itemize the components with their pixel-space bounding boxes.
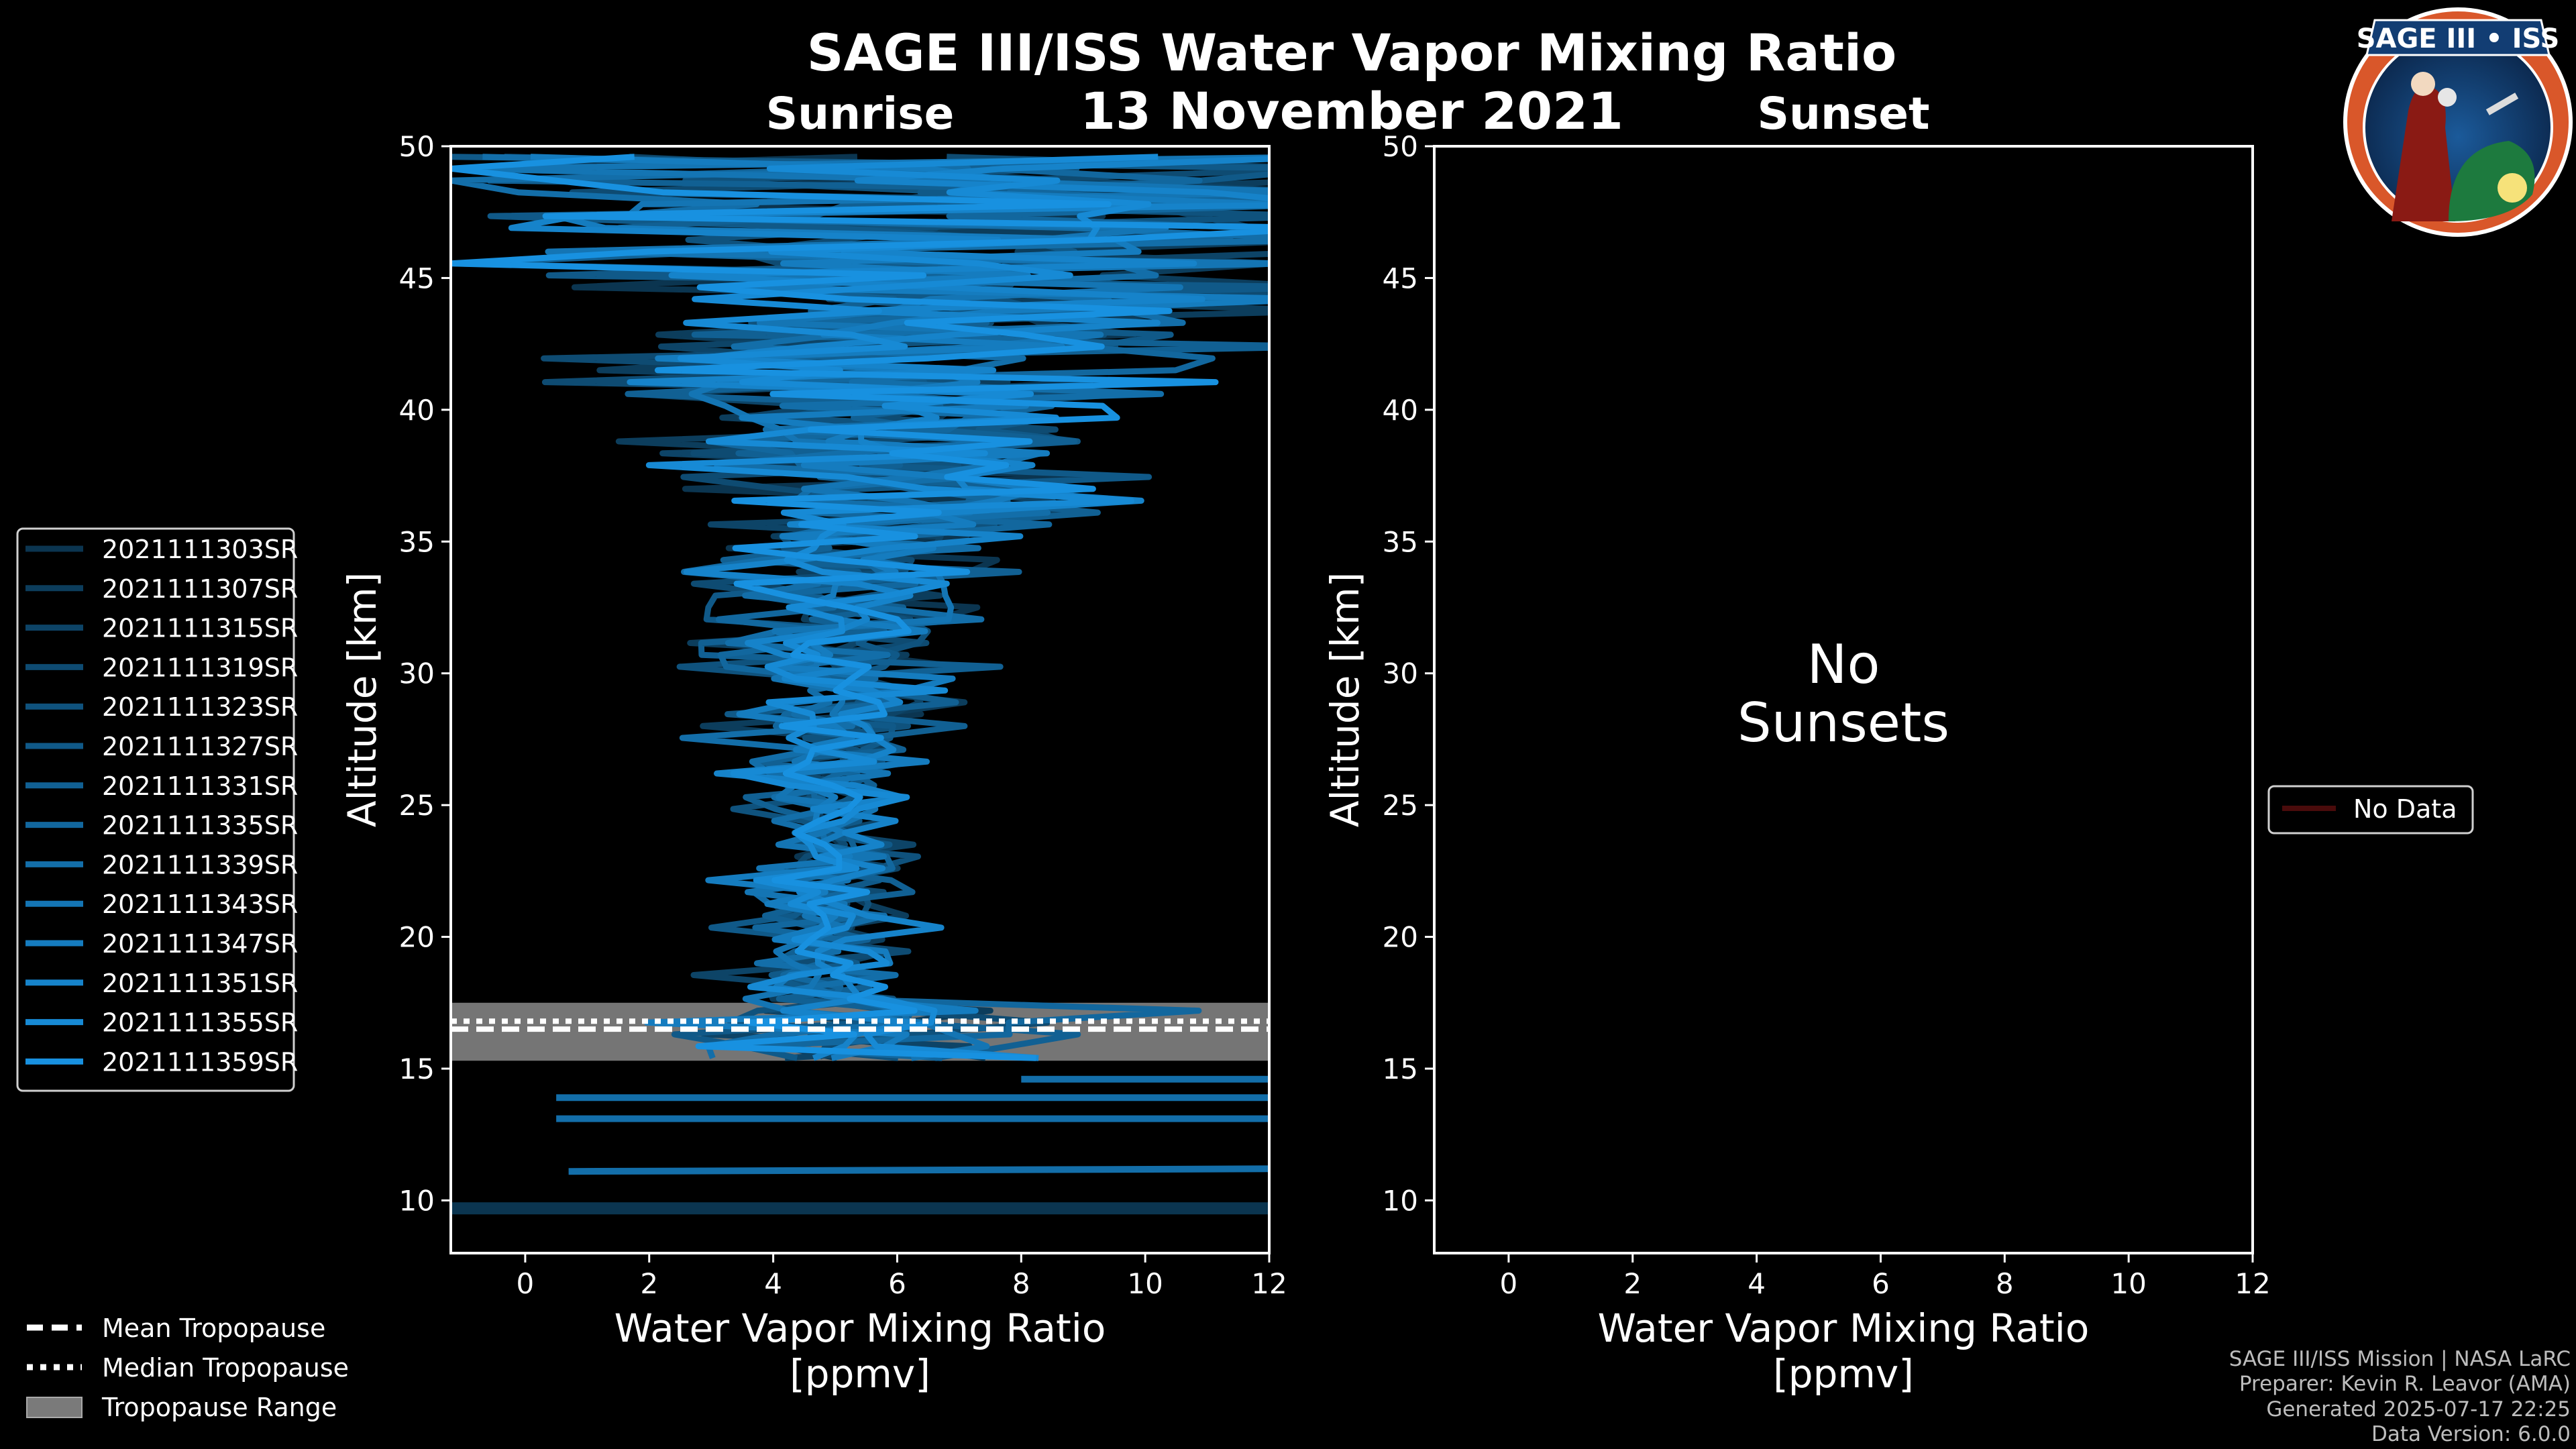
sunset-subtitle: Sunset [1757, 88, 1929, 140]
sunset-xtick-label: 10 [2110, 1267, 2146, 1300]
sunset-xtick-label: 8 [1996, 1267, 2014, 1300]
sunrise-ytick-label: 50 [399, 130, 435, 163]
sunrise-xlabel: Water Vapor Mixing Ratio [614, 1305, 1106, 1351]
logo-station-icon [2485, 93, 2519, 115]
sunset-ytick-label: 25 [1383, 789, 1418, 822]
tropopause-range-label: Tropopause Range [101, 1393, 337, 1422]
sunset-xtick-label: 12 [2235, 1267, 2270, 1300]
sunrise-xtick-label: 12 [1251, 1267, 1287, 1300]
sunrise-ytick-label: 35 [399, 525, 435, 558]
sunset-ytick-label: 40 [1383, 394, 1418, 427]
no-data-legend-label: No Data [2353, 794, 2457, 824]
sunset-ytick-label: 20 [1383, 921, 1418, 954]
logo-head-icon [2411, 72, 2435, 96]
low-altitude-streak [568, 1165, 1269, 1175]
legend-label-2021111351SR: 2021111351SR [102, 969, 298, 998]
logo-moon-icon [2438, 88, 2457, 107]
sunrise-subtitle: Sunrise [766, 88, 955, 140]
legend-label-2021111303SR: 2021111303SR [102, 535, 298, 564]
legend-label-2021111335SR: 2021111335SR [102, 811, 298, 841]
legend-label-2021111355SR: 2021111355SR [102, 1008, 298, 1038]
sunset-ytick-label: 45 [1383, 262, 1418, 294]
sunrise-xtick-label: 0 [517, 1267, 535, 1300]
legend-label-2021111323SR: 2021111323SR [102, 692, 298, 722]
sunset-xtick-label: 6 [1872, 1267, 1890, 1300]
sunrise-data-layer [451, 154, 1269, 1215]
series-legend: 2021111303SR 2021111307SR 2021111315SR 2021… [16, 527, 298, 1092]
tropopause-range-swatch [26, 1397, 83, 1418]
legend-label-2021111307SR: 2021111307SR [102, 574, 298, 604]
no-sunsets-line1: No [1807, 633, 1880, 696]
chart-date: 13 November 2021 [1080, 81, 1623, 141]
legend-label-2021111347SR: 2021111347SR [102, 929, 298, 959]
credit-line-2: Preparer: Kevin R. Leavor (AMA) [2239, 1372, 2571, 1396]
sunrise-ylabel: Altitude [km] [339, 572, 385, 827]
no-sunsets-line2: Sunsets [1737, 692, 1949, 754]
legend-label-2021111319SR: 2021111319SR [102, 653, 298, 682]
sunset-plot-frame [1433, 145, 2254, 1254]
credit-line-1: SAGE III/ISS Mission | NASA LaRC [2229, 1347, 2571, 1371]
sunset-ytick-label: 30 [1383, 657, 1418, 690]
sunrise-xtick-label: 8 [1012, 1267, 1030, 1300]
sunset-xtick-label: 0 [1500, 1267, 1518, 1300]
sunrise-plot-frame [449, 145, 1271, 1254]
credits: SAGE III/ISS Mission | NASA LaRC Prepare… [2229, 1347, 2571, 1446]
sunrise-xtick-label: 6 [888, 1267, 906, 1300]
sunset-ylabel: Altitude [km] [1322, 572, 1368, 827]
sunset-xlabel-units: [ppmv] [1773, 1351, 1914, 1397]
sunset-ytick-label: 50 [1383, 130, 1418, 163]
sunset-legend: No Data [2267, 785, 2474, 835]
sunrise-ytick-label: 10 [399, 1184, 435, 1217]
credit-line-3: Generated 2025-07-17 22:25 [2266, 1397, 2571, 1421]
sage-iss-logo: SAGE III • ISS [2343, 7, 2573, 237]
logo-banner [2365, 19, 2551, 56]
sunrise-ytick-label: 25 [399, 789, 435, 822]
sunrise-ytick-label: 30 [399, 657, 435, 690]
sunset-legend-frame [2267, 785, 2474, 835]
series-legend-frame [16, 527, 295, 1092]
median-tropopause-label: Median Tropopause [102, 1353, 349, 1383]
logo-figure-icon [2392, 86, 2455, 221]
sunset-ytick-label: 35 [1383, 525, 1418, 558]
sunrise-xlabel-units: [ppmv] [790, 1351, 930, 1397]
sunrise-xtick-label: 10 [1127, 1267, 1163, 1300]
sunrise-ytick-label: 15 [399, 1053, 435, 1085]
sunset-ytick-label: 15 [1383, 1053, 1418, 1085]
sunset-xtick-label: 2 [1623, 1267, 1642, 1300]
chart-title: SAGE III/ISS Water Vapor Mixing Ratio [807, 23, 1897, 83]
sunset-xtick-label: 4 [1748, 1267, 1766, 1300]
sunrise-axis-ticks: 0 2 4 6 8 10 12 10 15 20 25 30 35 40 45 50 [399, 130, 1287, 1300]
profile-line-2021111359SR [451, 154, 1269, 1061]
logo-sun-icon [2498, 173, 2527, 203]
sunset-ytick-label: 10 [1383, 1184, 1418, 1217]
mean-tropopause-label: Mean Tropopause [102, 1313, 325, 1343]
credit-line-4: Data Version: 6.0.0 [2371, 1422, 2571, 1446]
legend-label-2021111359SR: 2021111359SR [102, 1047, 298, 1077]
sunset-axis-ticks: 0 2 4 6 8 10 12 10 15 20 25 30 35 40 45 50 [1383, 130, 2271, 1300]
sunset-panel: 0 2 4 6 8 10 12 10 15 20 25 30 35 40 45 50 No Sunsets A… [1322, 130, 2271, 1397]
sunrise-ytick-label: 20 [399, 921, 435, 954]
sunrise-ytick-label: 45 [399, 262, 435, 294]
sunrise-xtick-label: 2 [640, 1267, 658, 1300]
sunrise-ytick-label: 40 [399, 394, 435, 427]
legend-label-2021111339SR: 2021111339SR [102, 850, 298, 879]
tropopause-legend: Mean Tropopause Median Tropopause Tropop… [26, 1313, 349, 1422]
sunset-xlabel: Water Vapor Mixing Ratio [1598, 1305, 2090, 1351]
logo-text: SAGE III • ISS [2357, 23, 2560, 54]
legend-label-2021111331SR: 2021111331SR [102, 771, 298, 801]
sunrise-panel: 0 2 4 6 8 10 12 10 15 20 25 30 35 40 45 50 Altitude [km… [339, 130, 1287, 1397]
legend-label-2021111343SR: 2021111343SR [102, 890, 298, 919]
legend-label-2021111315SR: 2021111315SR [102, 614, 298, 643]
sunrise-xtick-label: 4 [764, 1267, 782, 1300]
legend-label-2021111327SR: 2021111327SR [102, 732, 298, 761]
